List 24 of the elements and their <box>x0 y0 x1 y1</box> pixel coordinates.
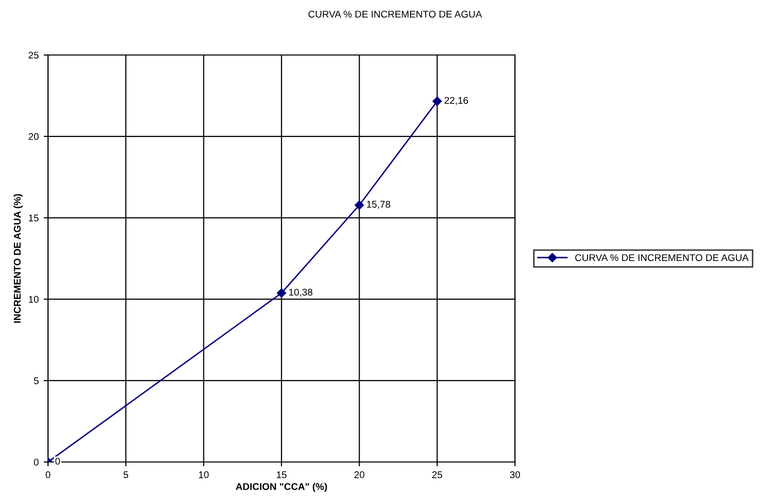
x-tick-label: 0 <box>46 471 50 478</box>
chart-title: CURVA % DE INCREMENTO DE AGUA <box>308 10 482 18</box>
x-tick-label: 15 <box>276 471 286 478</box>
data-label: 10,38 <box>289 288 312 297</box>
data-label: 22,16 <box>444 96 468 105</box>
x-axis-title: ADICION "CCA" (%) <box>236 482 327 492</box>
data-label: 15,78 <box>367 200 390 209</box>
point <box>432 96 442 106</box>
legend-label: CURVA % DE INCREMENTO DE AGUA <box>575 254 749 262</box>
x-tick-label: 10 <box>199 471 209 478</box>
point <box>354 200 364 210</box>
y-tick-label: 15 <box>28 214 39 222</box>
x-tick-label: 25 <box>432 471 442 478</box>
point <box>276 288 286 298</box>
x-tick-label: 30 <box>510 471 520 478</box>
y-tick-label: 10 <box>28 296 39 303</box>
y-tick-label: 25 <box>28 52 39 59</box>
y-axis-title: INCREMENTO DE AGUA (%) <box>14 194 23 323</box>
x-tick-label: 20 <box>354 471 364 478</box>
y-tick-label: 0 <box>34 458 39 466</box>
y-tick-label: 5 <box>34 377 39 384</box>
y-tick-label: 20 <box>28 133 39 140</box>
x-tick-label: 5 <box>124 471 128 478</box>
data-label: 0 <box>55 458 60 465</box>
